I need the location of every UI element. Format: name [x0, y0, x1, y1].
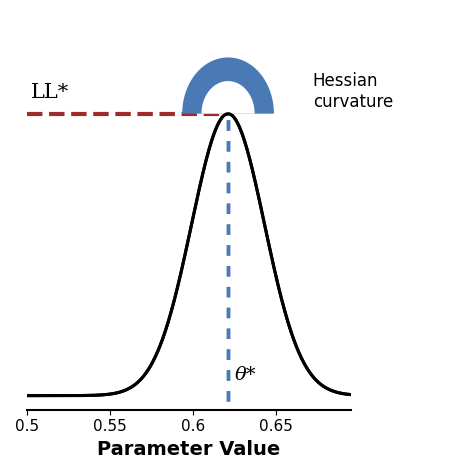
- Text: Hessian
curvature: Hessian curvature: [313, 72, 393, 110]
- Text: LL*: LL*: [30, 83, 69, 102]
- Text: θ*: θ*: [235, 366, 256, 384]
- Polygon shape: [201, 81, 255, 114]
- Polygon shape: [182, 57, 274, 114]
- X-axis label: Parameter Value: Parameter Value: [97, 440, 281, 459]
